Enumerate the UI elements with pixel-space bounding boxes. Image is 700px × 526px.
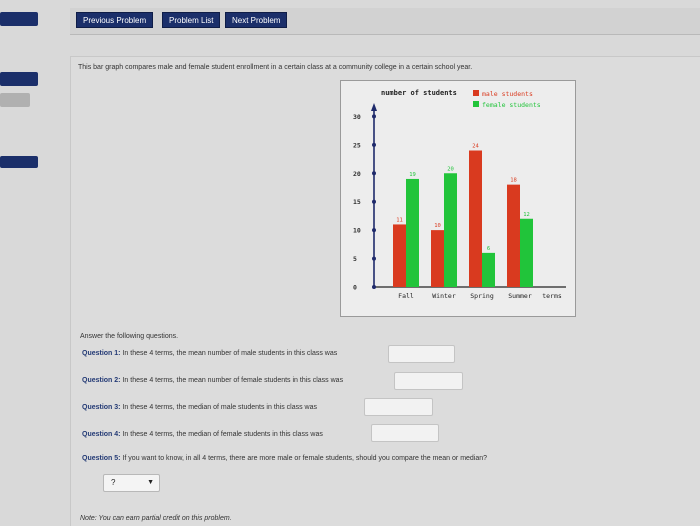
x-tick-label-spring: Spring <box>470 292 494 300</box>
next-problem-button[interactable]: Next Problem <box>225 12 288 28</box>
sidebar-item-1[interactable] <box>0 12 38 26</box>
bar-fall-female <box>406 178 419 287</box>
y-tick-mark-5 <box>372 142 376 147</box>
x-tick-label-winter: Winter <box>432 292 456 300</box>
bar-value-label: 20 <box>447 166 454 172</box>
left-sidebar <box>0 0 40 525</box>
question-2-text: In these 4 terms, the mean number of fem… <box>122 377 344 384</box>
bar-value-label: 11 <box>396 217 403 223</box>
question-3-label: Question 3: <box>82 404 121 411</box>
bar-fall-male <box>393 224 406 287</box>
sidebar-item-3[interactable] <box>0 93 30 107</box>
question-5-select[interactable]: ? ▼ <box>103 474 160 492</box>
sidebar-item-2[interactable] <box>0 72 38 86</box>
question-5-text: If you want to know, in all 4 terms, the… <box>122 455 488 462</box>
legend-swatch-1 <box>473 90 479 96</box>
question-4-text: In these 4 terms, the median of female s… <box>122 431 323 438</box>
y-axis-arrow <box>371 103 377 111</box>
y-tick-label-4: 20 <box>353 170 361 178</box>
question-1: Question 1: In these 4 terms, the mean n… <box>82 350 337 357</box>
bar-value-label: 10 <box>434 223 441 229</box>
bar-winter-female <box>444 173 457 287</box>
x-tick-label-fall: Fall <box>398 292 414 300</box>
bar-chart: number of students male students female st… <box>340 80 576 317</box>
y-tick-mark-0 <box>372 285 376 289</box>
question-1-answer-input[interactable] <box>388 345 455 363</box>
y-tick-label-3: 15 <box>353 198 361 206</box>
problem-list-button[interactable]: Problem List <box>162 12 221 28</box>
previous-problem-button[interactable]: Previous Problem <box>76 12 154 28</box>
question-3: Question 3: In these 4 terms, the median… <box>82 404 317 411</box>
x-axis-label: terms <box>542 292 562 300</box>
question-2: Question 2: In these 4 terms, the mean n… <box>82 377 343 384</box>
partial-credit-note: Note: You can earn partial credit on thi… <box>80 515 232 522</box>
bar-value-label: 6 <box>487 246 490 252</box>
x-tick-label-summer: Summer <box>508 292 532 300</box>
legend-label-1: male students <box>482 90 533 98</box>
y-tick-label-6: 30 <box>353 113 361 121</box>
bar-value-label: 12 <box>523 212 530 218</box>
y-tick-label-0: 0 <box>353 284 357 292</box>
legend-label-2: female students <box>482 101 541 109</box>
question-4: Question 4: In these 4 terms, the median… <box>82 431 323 438</box>
question-5: Question 5: If you want to know, in all … <box>82 455 487 462</box>
y-tick-mark-3 <box>372 199 376 204</box>
question-1-text: In these 4 terms, the mean number of mal… <box>122 350 338 357</box>
question-4-answer-input[interactable] <box>371 424 439 442</box>
question-1-label: Question 1: <box>82 350 121 357</box>
legend-swatch-2 <box>473 101 479 107</box>
bar-summer-female <box>520 218 533 287</box>
answer-heading: Answer the following questions. <box>80 333 179 340</box>
chevron-down-icon: ▼ <box>147 479 154 486</box>
sidebar-item-4[interactable] <box>0 156 38 168</box>
bar-value-label: 24 <box>472 144 479 150</box>
y-tick-mark-4 <box>372 171 376 176</box>
question-3-answer-input[interactable] <box>364 398 433 416</box>
bar-winter-male <box>431 230 444 287</box>
bar-spring-male <box>469 150 482 287</box>
question-2-label: Question 2: <box>82 377 121 384</box>
question-3-text: In these 4 terms, the median of male stu… <box>122 404 318 411</box>
bar-value-label: 18 <box>510 178 517 184</box>
bar-spring-female <box>482 252 495 287</box>
y-tick-label-5: 25 <box>353 141 361 149</box>
y-tick-mark-6 <box>372 114 376 119</box>
select-value: ? <box>111 478 116 487</box>
bar-value-label: 19 <box>409 172 416 178</box>
question-4-label: Question 4: <box>82 431 121 438</box>
y-tick-mark-1 <box>372 256 376 261</box>
bar-summer-male <box>507 184 520 287</box>
bar-chart-svg: number of students male students female st… <box>353 89 566 300</box>
y-tick-mark-2 <box>372 228 376 233</box>
chart-title: number of students <box>381 89 457 97</box>
question-2-answer-input[interactable] <box>394 372 463 390</box>
question-5-label: Question 5: <box>82 455 121 462</box>
y-tick-label-1: 5 <box>353 255 357 263</box>
problem-intro: This bar graph compares male and female … <box>78 64 473 71</box>
y-tick-label-2: 10 <box>353 227 361 235</box>
